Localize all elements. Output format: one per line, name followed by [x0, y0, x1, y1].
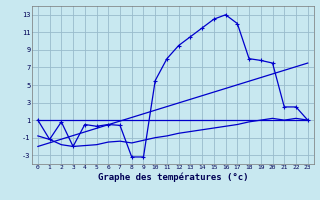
X-axis label: Graphe des températures (°c): Graphe des températures (°c) [98, 172, 248, 182]
